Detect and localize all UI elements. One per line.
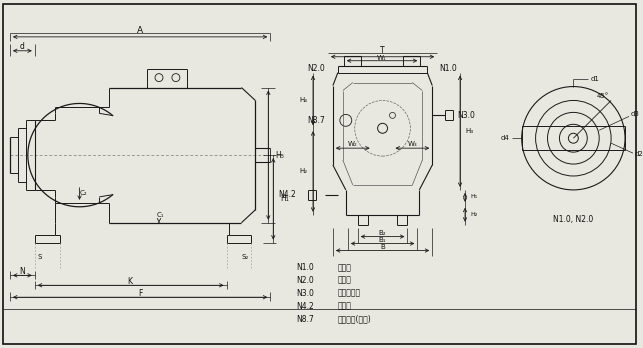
Text: H₄: H₄ bbox=[299, 97, 307, 103]
Text: N3.0: N3.0 bbox=[296, 289, 314, 298]
Text: d3: d3 bbox=[631, 111, 640, 117]
Text: N2.0: N2.0 bbox=[307, 64, 325, 73]
Text: H₁: H₁ bbox=[470, 194, 477, 199]
Text: d2: d2 bbox=[635, 151, 643, 157]
Text: 排水口: 排水口 bbox=[338, 302, 352, 311]
Text: H₃: H₃ bbox=[465, 128, 473, 134]
Text: H₂: H₂ bbox=[299, 168, 307, 174]
Text: F: F bbox=[138, 289, 142, 298]
Text: d1: d1 bbox=[590, 76, 599, 82]
Text: N1.0: N1.0 bbox=[296, 263, 314, 272]
Text: S: S bbox=[37, 254, 42, 260]
Text: d4: d4 bbox=[501, 135, 510, 141]
Text: N: N bbox=[19, 267, 24, 276]
Text: W₁: W₁ bbox=[377, 55, 386, 61]
Text: d: d bbox=[19, 42, 24, 51]
Text: A: A bbox=[137, 26, 143, 35]
Text: S₂: S₂ bbox=[242, 254, 249, 260]
Text: N4.2: N4.2 bbox=[296, 302, 314, 311]
Text: C₂: C₂ bbox=[80, 190, 87, 196]
Text: H₁: H₁ bbox=[280, 194, 289, 203]
Text: K: K bbox=[128, 277, 132, 286]
Text: N4.2: N4.2 bbox=[278, 190, 296, 199]
Text: T: T bbox=[380, 46, 385, 55]
Text: 工作液进口: 工作液进口 bbox=[338, 289, 361, 298]
Text: H₅: H₅ bbox=[275, 151, 284, 160]
Text: N1.0: N1.0 bbox=[439, 64, 457, 73]
Text: N2.0: N2.0 bbox=[296, 276, 314, 285]
Text: B₂: B₂ bbox=[379, 230, 386, 236]
Text: H₂: H₂ bbox=[470, 212, 477, 217]
Text: N1.0, N2.0: N1.0, N2.0 bbox=[553, 215, 593, 224]
Text: B: B bbox=[380, 244, 385, 250]
Text: B₁: B₁ bbox=[379, 237, 386, 243]
Text: W₂: W₂ bbox=[348, 141, 358, 147]
Text: N8.7: N8.7 bbox=[296, 315, 314, 324]
Text: 45°: 45° bbox=[597, 94, 610, 100]
Text: N8.7: N8.7 bbox=[307, 116, 325, 125]
Text: 吸气口: 吸气口 bbox=[338, 263, 352, 272]
Text: 汽蚀保护(内置): 汽蚀保护(内置) bbox=[338, 315, 372, 324]
Text: 排气口: 排气口 bbox=[338, 276, 352, 285]
Text: W₃: W₃ bbox=[408, 141, 417, 147]
Text: C₁: C₁ bbox=[157, 212, 165, 218]
Text: N3.0: N3.0 bbox=[457, 111, 475, 120]
